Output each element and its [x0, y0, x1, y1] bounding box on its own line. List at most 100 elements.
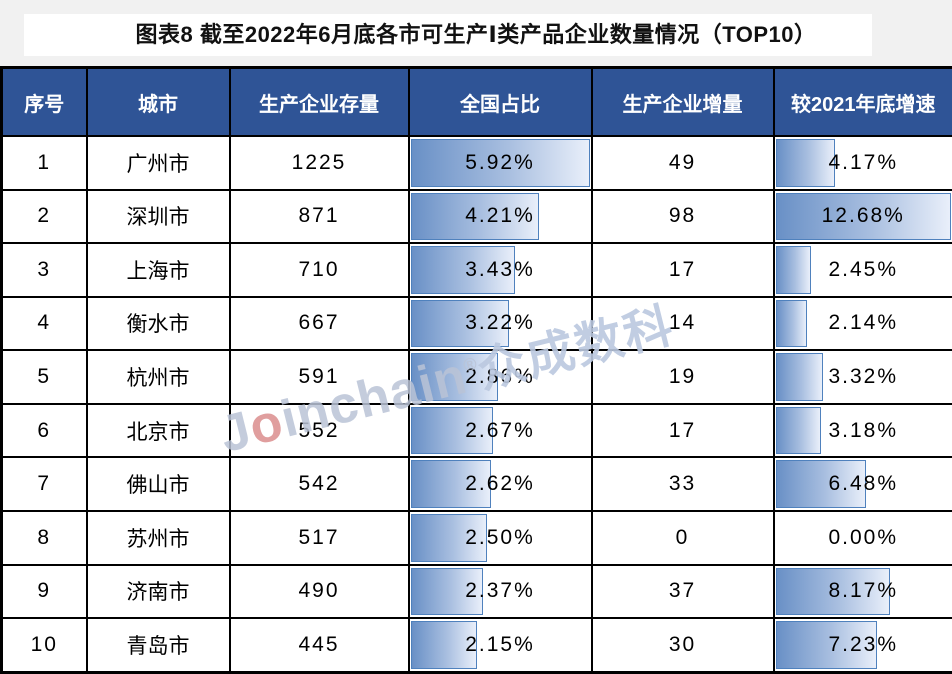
- table-row: 4 衡水市 667 3.22% 14 2.14%: [0, 295, 952, 352]
- increment-value: 17: [668, 257, 697, 281]
- growth-value: 0.00%: [828, 525, 899, 549]
- header-cell-rank: 序号: [0, 66, 88, 137]
- share-data-bar: [410, 406, 493, 455]
- rank-value: 10: [30, 633, 58, 657]
- city-value: 济南市: [126, 581, 190, 605]
- share-data-bar: [410, 246, 516, 294]
- growth-cell: 6.48%: [772, 456, 952, 512]
- growth-data-bar: [775, 621, 877, 669]
- share-cell: 2.15%: [407, 617, 593, 674]
- city-value: 上海市: [126, 259, 190, 283]
- table-row: 3 上海市 710 3.43% 17 2.45%: [0, 242, 952, 298]
- city-value: 青岛市: [126, 635, 190, 659]
- growth-data-bar: [775, 353, 824, 401]
- table-header-row: 序号 城市 生产企业存量 全国占比 生产企业增量 较2021年底增速: [0, 66, 952, 137]
- stock-value: 1225: [291, 150, 347, 174]
- rank-value: 2: [37, 204, 52, 228]
- table-row: 10 青岛市 445 2.15% 30 7.23%: [0, 617, 952, 674]
- city-cell: 青岛市: [85, 617, 231, 674]
- share-data-bar: [410, 567, 484, 616]
- rank-value: 3: [37, 257, 52, 281]
- growth-cell: 2.14%: [772, 295, 952, 352]
- enterprise-table: 序号 城市 生产企业存量 全国占比 生产企业增量 较2021年底增速 1 广州市…: [0, 66, 952, 674]
- rank-value: 8: [37, 525, 52, 549]
- city-value: 衡水市: [126, 313, 190, 337]
- stock-value: 871: [298, 204, 340, 228]
- growth-cell: 3.32%: [772, 349, 952, 405]
- growth-value: 12.68%: [821, 204, 905, 228]
- share-cell: 2.37%: [407, 563, 593, 620]
- table-row: 9 济南市 490 2.37% 37 8.17%: [0, 563, 952, 620]
- share-value: 2.62%: [465, 472, 535, 496]
- increment-cell: 0: [590, 509, 775, 566]
- city-value: 广州市: [126, 152, 190, 176]
- growth-data-bar: [775, 192, 952, 241]
- stock-cell: 710: [228, 242, 410, 298]
- increment-value: 14: [668, 311, 697, 335]
- share-value: 5.92%: [465, 150, 535, 174]
- city-value: 深圳市: [126, 206, 190, 230]
- increment-cell: 98: [590, 188, 775, 245]
- growth-data-bar: [775, 406, 822, 455]
- share-data-bar: [410, 139, 590, 187]
- growth-value: 2.14%: [828, 311, 899, 335]
- rank-value: 5: [37, 365, 52, 389]
- increment-cell: 17: [590, 242, 775, 298]
- growth-cell: 2.45%: [772, 242, 952, 298]
- growth-data-bar: [775, 567, 890, 616]
- growth-cell: 4.17%: [772, 135, 952, 191]
- header-cell-stock: 生产企业存量: [228, 66, 410, 137]
- increment-cell: 19: [590, 349, 775, 405]
- share-data-bar: [410, 299, 509, 348]
- share-cell: 3.43%: [407, 242, 593, 298]
- share-value: 2.86%: [465, 365, 535, 389]
- stock-value: 445: [298, 633, 340, 657]
- share-cell: 2.62%: [407, 456, 593, 512]
- stock-cell: 1225: [228, 135, 410, 191]
- increment-value: 98: [668, 204, 697, 228]
- growth-data-bar: [775, 299, 807, 348]
- stock-cell: 490: [228, 563, 410, 620]
- table-row: 2 深圳市 871 4.21% 98 12.68%: [0, 188, 952, 245]
- table-body: 1 广州市 1225 5.92% 49 4.17% 2 深圳市 871 4.21…: [0, 135, 952, 674]
- table-row: 8 苏州市 517 2.50% 0 0.00%: [0, 509, 952, 566]
- stock-cell: 517: [228, 509, 410, 566]
- increment-cell: 30: [590, 617, 775, 674]
- growth-cell: 7.23%: [772, 617, 952, 674]
- page-title: 图表8 截至2022年6月底各市可生产Ⅰ类产品企业数量情况（TOP10）: [135, 22, 817, 47]
- share-value: 4.21%: [465, 204, 535, 228]
- increment-cell: 33: [590, 456, 775, 512]
- growth-cell: 0.00%: [772, 509, 952, 566]
- growth-value: 6.48%: [828, 472, 899, 496]
- growth-value: 2.45%: [828, 257, 899, 281]
- city-value: 苏州市: [126, 527, 190, 551]
- growth-value: 3.32%: [828, 365, 899, 389]
- share-data-bar: [410, 513, 488, 562]
- rank-value: 1: [37, 150, 52, 174]
- increment-cell: 37: [590, 563, 775, 620]
- share-value: 2.37%: [465, 579, 535, 603]
- increment-value: 33: [668, 472, 697, 496]
- growth-cell: 12.68%: [772, 188, 952, 245]
- city-value: 佛山市: [126, 474, 190, 498]
- stock-cell: 591: [228, 349, 410, 405]
- increment-value: 17: [668, 418, 697, 442]
- city-cell: 苏州市: [85, 509, 231, 566]
- growth-value: 4.17%: [828, 150, 899, 174]
- title-background: [24, 14, 872, 56]
- growth-cell: 3.18%: [772, 402, 952, 459]
- rank-value: 6: [37, 418, 52, 442]
- table-row: 6 北京市 552 2.67% 17 3.18%: [0, 402, 952, 459]
- city-cell: 济南市: [85, 563, 231, 620]
- growth-data-bar: [775, 246, 812, 294]
- city-value: 北京市: [126, 420, 190, 444]
- header-cell-city: 城市: [85, 66, 231, 137]
- header-cell-share: 全国占比: [407, 66, 593, 137]
- increment-value: 30: [668, 633, 697, 657]
- share-data-bar: [410, 621, 477, 669]
- increment-value: 49: [668, 150, 697, 174]
- share-value: 2.50%: [465, 525, 535, 549]
- stock-value: 542: [298, 472, 340, 496]
- table-row: 1 广州市 1225 5.92% 49 4.17%: [0, 135, 952, 191]
- rank-cell: 9: [0, 563, 88, 620]
